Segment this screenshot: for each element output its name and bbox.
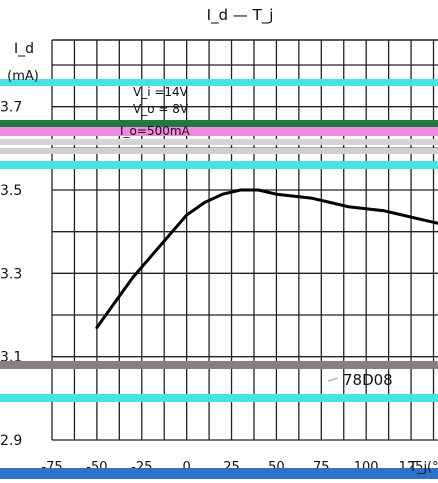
conditions-box: V_i =14V V_o = 8V I_o=500mA xyxy=(120,85,191,138)
y-tick-label: 2.9 xyxy=(0,433,22,449)
device-annotation: 78D08 xyxy=(343,371,393,389)
condition-io: I_o=500mA xyxy=(120,124,191,138)
series xyxy=(95,188,438,329)
condition-vi: V_i =14V xyxy=(133,85,189,99)
y-tick-label: 3.7 xyxy=(0,100,22,116)
x-axis-label: T_j(°C) xyxy=(408,460,438,475)
series-line xyxy=(95,188,438,329)
chart-title: I_d — T_j xyxy=(207,6,274,25)
y-tick-label: 3.3 xyxy=(0,266,22,282)
annotation-leader xyxy=(327,377,339,382)
overlay-bands xyxy=(0,79,438,479)
x-tick-label: 0 xyxy=(183,460,191,475)
y-axis-unit: (mA) xyxy=(7,69,39,84)
y-axis-label: I_d xyxy=(14,41,34,57)
y-tick-label: 3.5 xyxy=(0,183,22,199)
condition-vo: V_o = 8V xyxy=(133,102,189,116)
